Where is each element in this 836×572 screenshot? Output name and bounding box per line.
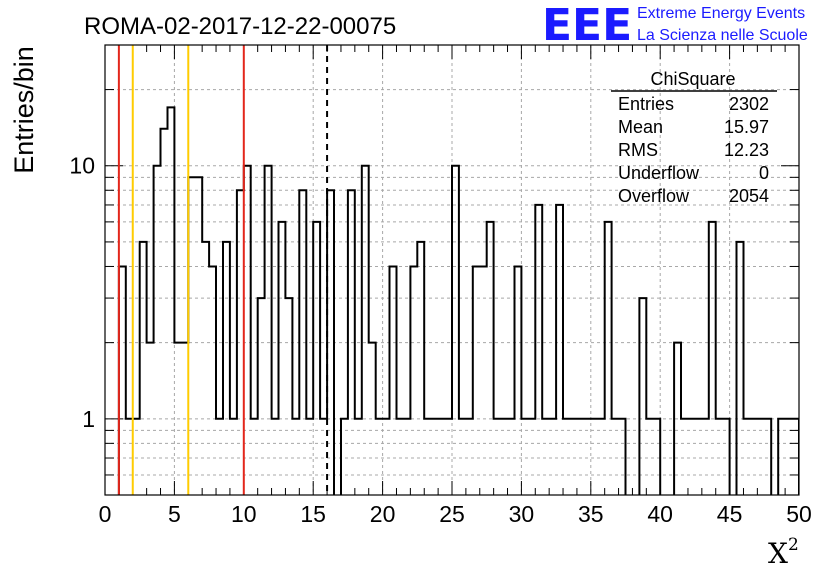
x-tick-labels: 0 5 10 15 20 25 30 35 40 45 50 [99, 501, 812, 527]
stats-row-value: 12.23 [724, 140, 769, 160]
stats-row-value: 2054 [729, 186, 769, 206]
x-tick-label: 20 [370, 501, 396, 527]
logo-line-2: La Scienza nelle Scuole [637, 27, 808, 44]
x-tick-label: 30 [509, 501, 535, 527]
stats-row-label: Underflow [618, 163, 700, 183]
stats-row-label: Mean [618, 117, 663, 137]
x-axis-label-main: X [768, 537, 788, 570]
threshold-lines [117, 45, 329, 495]
y-tick-label: 10 [69, 153, 95, 179]
y-axis-label: Entries/bin [9, 46, 39, 174]
stats-row-value: 15.97 [724, 117, 769, 137]
stats-row-value: 2302 [729, 94, 769, 114]
y-tick-labels: 1 10 [69, 153, 95, 432]
stats-rows: Entries 2302 Mean 15.97 RMS 12.23 Underflow 0 Ov… [618, 94, 769, 206]
grid [105, 45, 799, 495]
axis-ticks [104, 45, 800, 495]
stats-box: ChiSquare Entries 2302 Mean 15.97 RMS 12.23 Un… [611, 69, 777, 206]
x-tick-label: 5 [168, 501, 181, 527]
x-tick-label: 35 [578, 501, 604, 527]
x-tick-label: 45 [717, 501, 743, 527]
stats-row-label: Overflow [618, 186, 690, 206]
y-tick-label: 1 [82, 406, 95, 432]
x-tick-label: 25 [439, 501, 465, 527]
plot-frame [104, 44, 800, 496]
x-tick-label: 50 [786, 501, 812, 527]
x-tick-label: 0 [99, 501, 112, 527]
stats-row-label: Entries [618, 94, 674, 114]
logo-line-1: Extreme Energy Events [637, 5, 805, 22]
stats-title: ChiSquare [650, 69, 735, 89]
x-tick-label: 15 [300, 501, 326, 527]
x-axis-label: X 2 [768, 535, 799, 570]
chart-title: ROMA-02-2017-12-22-00075 [84, 13, 396, 40]
x-tick-label: 10 [231, 501, 257, 527]
x-tick-label: 40 [647, 501, 673, 527]
eee-logo: EEE Extreme Energy Events La Scienza nel… [542, 0, 808, 51]
x-axis-label-superscript: 2 [788, 535, 799, 555]
stats-row-value: 0 [759, 163, 769, 183]
logo-text: EEE [542, 0, 632, 51]
stats-row-label: RMS [618, 140, 658, 160]
